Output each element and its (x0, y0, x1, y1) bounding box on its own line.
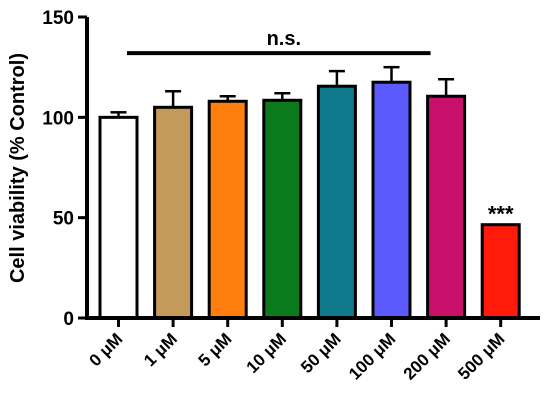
y-tick-label: 0 (63, 309, 74, 330)
bar-5uM (207, 99, 248, 320)
significance-stars: *** (488, 202, 514, 227)
error-bars-group (110, 65, 455, 118)
y-tick-label: 50 (53, 209, 74, 230)
y-tick-label: 100 (42, 108, 74, 129)
bar-500uM (480, 223, 521, 320)
x-tick-label: 500 μM (454, 329, 508, 383)
x-tick-label: 100 μM (345, 329, 399, 383)
x-tick-label: 1 μM (140, 329, 181, 370)
x-ticks-group: 0 μM 1 μM 5 μM 10 μM 50 μM 100 μM 200 μM 500 μM (85, 318, 509, 384)
bar-50uM (316, 84, 357, 320)
bar-200uM (426, 94, 467, 320)
bar-0uM (98, 115, 139, 320)
x-tick-label: 10 μM (243, 329, 291, 377)
y-tick-label: 150 (42, 8, 74, 29)
bars-group (98, 80, 521, 320)
x-tick-label: 200 μM (400, 329, 454, 383)
bar-1uM (153, 105, 194, 320)
bar-100uM (371, 80, 412, 320)
significance-label: n.s. (267, 28, 301, 50)
x-tick-label: 0 μM (85, 329, 126, 370)
y-axis-label: Cell viability (% Control) (7, 53, 29, 283)
bar-10uM (262, 98, 303, 320)
annotations-group: n.s. *** (127, 28, 514, 227)
x-tick-label: 50 μM (297, 329, 345, 377)
x-tick-label: 5 μM (195, 329, 236, 370)
y-ticks-group: 0 50 100 150 (42, 8, 87, 330)
